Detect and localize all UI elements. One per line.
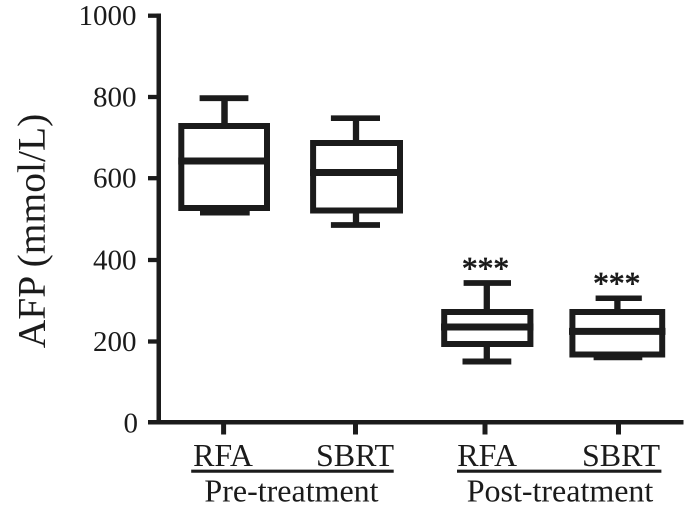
svg-text:***: *** xyxy=(593,266,640,301)
svg-text:600: 600 xyxy=(93,163,137,195)
svg-text:***: *** xyxy=(462,251,509,286)
svg-text:SBRT: SBRT xyxy=(582,437,661,473)
svg-text:SBRT: SBRT xyxy=(316,437,395,473)
svg-text:Post-treatment: Post-treatment xyxy=(467,473,654,507)
svg-text:RFA: RFA xyxy=(193,437,253,473)
svg-text:RFA: RFA xyxy=(457,437,517,473)
svg-text:800: 800 xyxy=(93,82,137,114)
svg-text:0: 0 xyxy=(124,408,139,440)
svg-text:Pre-treatment: Pre-treatment xyxy=(204,473,378,507)
svg-text:200: 200 xyxy=(93,326,137,358)
svg-text:400: 400 xyxy=(93,245,137,277)
svg-text:AFP (mmol/L): AFP (mmol/L) xyxy=(10,114,54,348)
svg-text:1000: 1000 xyxy=(79,0,137,32)
